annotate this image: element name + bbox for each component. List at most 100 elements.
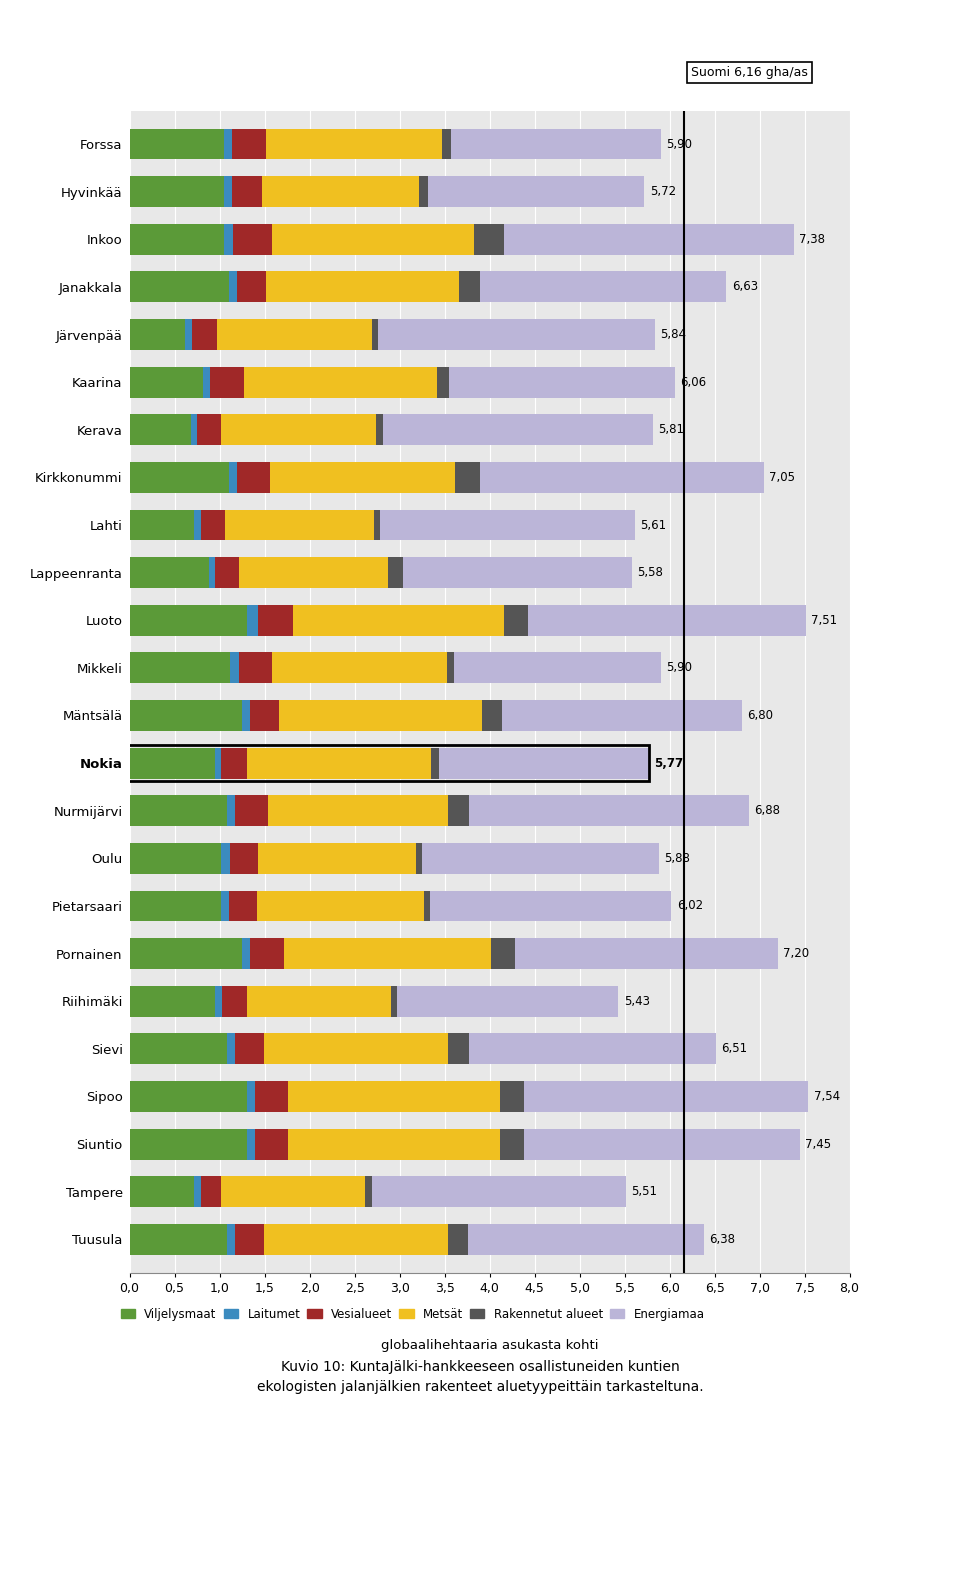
Bar	[438, 367, 449, 397]
Bar	[515, 938, 778, 969]
Bar	[247, 1129, 254, 1159]
Bar	[228, 462, 237, 493]
Bar	[454, 653, 660, 683]
Bar	[391, 987, 396, 1017]
Bar	[224, 128, 232, 160]
Bar	[185, 319, 192, 349]
Text: 5,51: 5,51	[631, 1186, 657, 1198]
Bar	[424, 890, 430, 922]
Bar	[130, 1081, 247, 1111]
Text: 5,77: 5,77	[655, 757, 684, 770]
Text: 7,20: 7,20	[783, 947, 809, 960]
Bar	[209, 367, 244, 397]
Bar	[130, 1034, 227, 1064]
Text: 5,84: 5,84	[660, 327, 686, 341]
Bar	[268, 795, 448, 827]
Bar	[130, 795, 227, 827]
Bar	[524, 1129, 800, 1159]
Bar	[482, 700, 502, 730]
Bar	[192, 319, 217, 349]
Text: 6,88: 6,88	[755, 805, 780, 817]
Bar	[257, 890, 424, 922]
Bar	[376, 414, 382, 446]
Bar	[225, 509, 373, 541]
Bar	[428, 175, 644, 207]
Bar	[459, 272, 480, 302]
Bar	[272, 225, 474, 255]
Bar	[215, 987, 223, 1017]
Text: 6,38: 6,38	[709, 1233, 735, 1246]
Bar	[416, 843, 422, 874]
Bar	[528, 606, 805, 636]
Bar	[195, 1176, 201, 1208]
Bar	[223, 987, 247, 1017]
Bar	[502, 700, 741, 730]
Bar	[227, 1224, 235, 1255]
Bar	[235, 795, 268, 827]
Bar	[224, 225, 233, 255]
Bar	[237, 462, 270, 493]
Bar	[130, 1129, 247, 1159]
Bar	[272, 653, 447, 683]
Bar	[227, 795, 235, 827]
Bar	[130, 938, 242, 969]
Bar	[130, 128, 224, 160]
Bar	[228, 890, 257, 922]
Bar	[251, 938, 283, 969]
Bar	[439, 748, 649, 778]
Bar	[499, 1081, 524, 1111]
Bar	[197, 414, 222, 446]
Bar	[130, 890, 222, 922]
Bar	[254, 1129, 288, 1159]
Text: 5,58: 5,58	[637, 566, 663, 579]
Text: ekologisten jalanjälkien rakenteet aluetyypeittäin tarkasteltuna.: ekologisten jalanjälkien rakenteet aluet…	[256, 1380, 704, 1394]
Bar	[204, 367, 209, 397]
Bar	[130, 557, 209, 588]
Bar	[264, 1034, 448, 1064]
Text: 5,81: 5,81	[658, 424, 684, 436]
Text: 7,51: 7,51	[811, 613, 837, 626]
Bar	[222, 414, 376, 446]
Bar	[372, 319, 378, 349]
Bar	[201, 509, 225, 541]
Bar	[448, 1224, 468, 1255]
Bar	[130, 319, 185, 349]
Bar	[237, 272, 266, 302]
Bar	[420, 175, 428, 207]
Text: 5,90: 5,90	[666, 661, 692, 675]
Bar	[130, 1176, 195, 1208]
Bar	[130, 509, 195, 541]
Bar	[242, 700, 251, 730]
Bar	[378, 319, 655, 349]
Bar	[247, 748, 431, 778]
Bar	[366, 1176, 372, 1208]
Bar	[396, 987, 618, 1017]
Bar	[222, 890, 228, 922]
Bar	[468, 795, 749, 827]
Bar	[468, 1034, 715, 1064]
Bar	[454, 462, 480, 493]
Bar	[288, 1081, 499, 1111]
Bar	[382, 414, 653, 446]
Bar	[229, 843, 258, 874]
Text: 6,51: 6,51	[721, 1042, 747, 1056]
Bar	[267, 128, 442, 160]
Bar	[130, 843, 222, 874]
Bar	[222, 1176, 366, 1208]
Text: 6,02: 6,02	[677, 900, 703, 912]
Bar	[130, 700, 242, 730]
Text: 5,88: 5,88	[664, 852, 690, 865]
Bar	[442, 128, 451, 160]
Bar	[491, 938, 515, 969]
Bar	[388, 557, 403, 588]
Bar	[215, 748, 222, 778]
Bar	[130, 175, 224, 207]
Bar	[130, 987, 215, 1017]
Bar	[235, 1034, 264, 1064]
Text: 5,61: 5,61	[640, 519, 666, 531]
Bar	[242, 938, 251, 969]
Bar	[227, 1034, 235, 1064]
Bar	[431, 748, 439, 778]
Bar	[279, 700, 482, 730]
Bar	[264, 1224, 448, 1255]
